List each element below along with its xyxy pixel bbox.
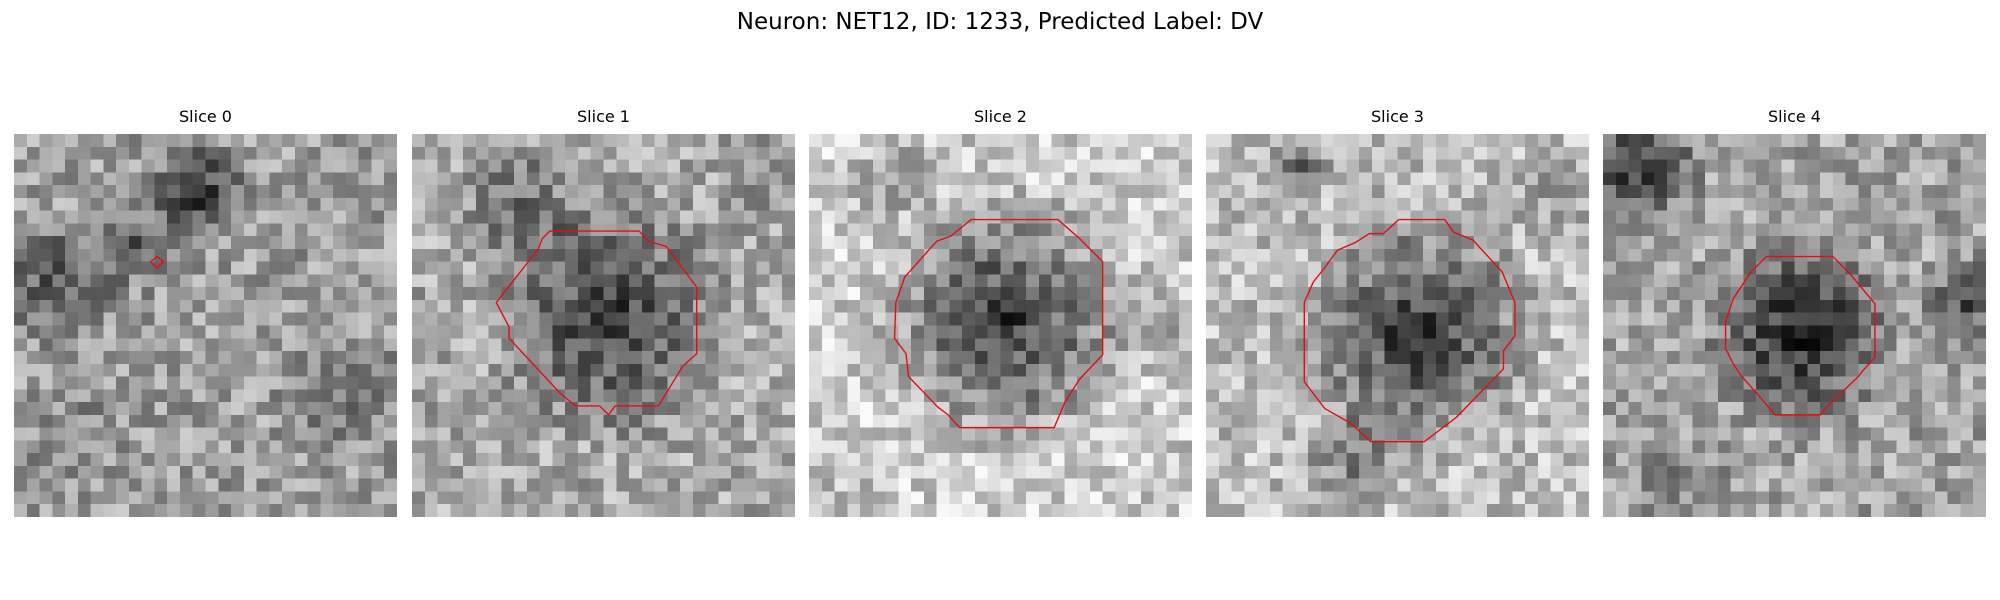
roi-contour-4	[1724, 255, 1876, 416]
slice-image-0	[14, 134, 397, 517]
slice-image-1	[412, 134, 795, 517]
slice-title-1: Slice 1	[577, 107, 630, 126]
roi-contour-0	[149, 255, 165, 270]
slice-title-3: Slice 3	[1371, 107, 1424, 126]
roi-contour-2	[893, 218, 1104, 429]
slice-image-3	[1206, 134, 1589, 517]
roi-contour-1	[495, 230, 698, 416]
slice-title-0: Slice 0	[179, 107, 232, 126]
slice-title-2: Slice 2	[974, 107, 1027, 126]
slice-image-4	[1603, 134, 1986, 517]
figure-title: Neuron: NET12, ID: 1233, Predicted Label…	[736, 9, 1264, 35]
roi-contour-3	[1303, 218, 1516, 443]
slice-title-4: Slice 4	[1768, 107, 1821, 126]
slice-image-2	[809, 134, 1192, 517]
